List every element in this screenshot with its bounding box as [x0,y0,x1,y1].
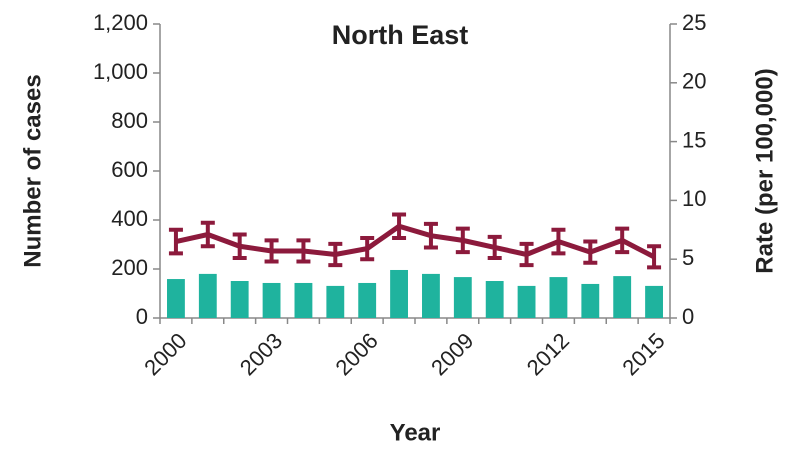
y2-tick-label: 25 [682,10,706,35]
chart-title: North East [332,20,469,50]
y-tick-label: 200 [111,255,148,280]
bar [517,285,536,318]
x-tick-label: 2009 [426,328,478,380]
y2-axis-title: Rate (per 100,000) [751,68,778,273]
error-bar [647,244,662,270]
y-tick-label: 600 [111,157,148,182]
error-bar [487,234,502,261]
bar [613,276,632,318]
error-bar [455,226,470,255]
bar [422,273,440,318]
x-tick-label: 2000 [139,328,191,380]
bar [230,281,249,318]
y-tick-label: 400 [111,206,148,231]
bar [262,282,281,318]
x-tick-label: 2012 [522,328,574,380]
error-bar [392,212,407,241]
y-tick-label: 1,200 [93,10,148,35]
line [175,223,656,260]
bar [645,285,663,318]
error-bar [519,241,534,268]
bar [390,269,408,318]
error-bar [615,226,630,255]
y-axis-title: Number of cases [19,74,46,267]
x-axis-title: Year [390,419,441,446]
x-tick-label: 2006 [331,328,383,380]
y2-tick-label: 15 [682,127,706,152]
error-bar [200,220,215,249]
bar [198,273,217,318]
bar [453,277,472,318]
error-bar [232,232,247,261]
bar [167,279,185,318]
y2-tick-label: 10 [682,186,706,211]
bar [549,277,568,318]
error-bar [423,221,438,250]
error-bar [168,227,183,256]
x-tick-label: 2015 [617,328,669,380]
error-bar [551,227,566,256]
y2-tick-label: 0 [682,304,694,329]
error-bar [264,238,279,264]
y2-tick-label: 20 [682,69,706,94]
y-tick-label: 0 [136,304,148,329]
bar [294,282,313,318]
error-bar [296,238,311,264]
y-tick-label: 800 [111,108,148,133]
error-bar [583,239,598,265]
error-bar [328,241,343,268]
bar [358,282,377,318]
bar [326,285,345,318]
bar [581,283,600,318]
error-bar [360,236,375,262]
y-tick-label: 1,000 [93,59,148,84]
y2-tick-label: 5 [682,245,694,270]
bar [485,281,504,318]
x-tick-label: 2003 [235,328,287,380]
